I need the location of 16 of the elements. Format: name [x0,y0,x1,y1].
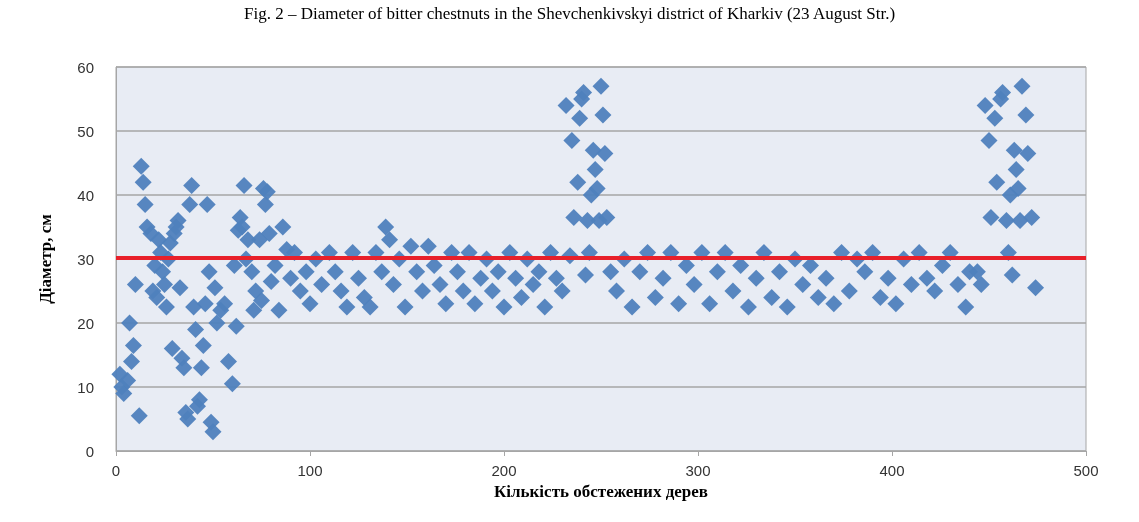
y-tick-label: 40 [77,186,94,204]
y-tick-label: 50 [77,122,94,140]
x-tick-label: 200 [491,462,517,479]
chart-title: Fig. 2 – Diameter of bitter chestnuts in the Shevchenkivskyi district of Kharkiv (23 August Str.) [243,4,896,23]
x-tick-label: 0 [111,462,121,479]
x-tick-label: 500 [1073,462,1099,479]
x-tick-label: 300 [685,462,711,479]
y-tick-label: 30 [77,250,94,268]
x-tick-label: 100 [297,462,323,479]
y-tick-label: 10 [77,378,94,396]
y-tick-label: 20 [77,314,94,332]
y-tick-label: 0 [85,442,94,460]
y-tick-label: 60 [77,58,94,76]
y-axis-title: Діаметр, см [36,213,55,304]
x-tick-label: 400 [879,462,905,479]
x-axis-title: Кількість обстежених дерев [494,482,708,501]
